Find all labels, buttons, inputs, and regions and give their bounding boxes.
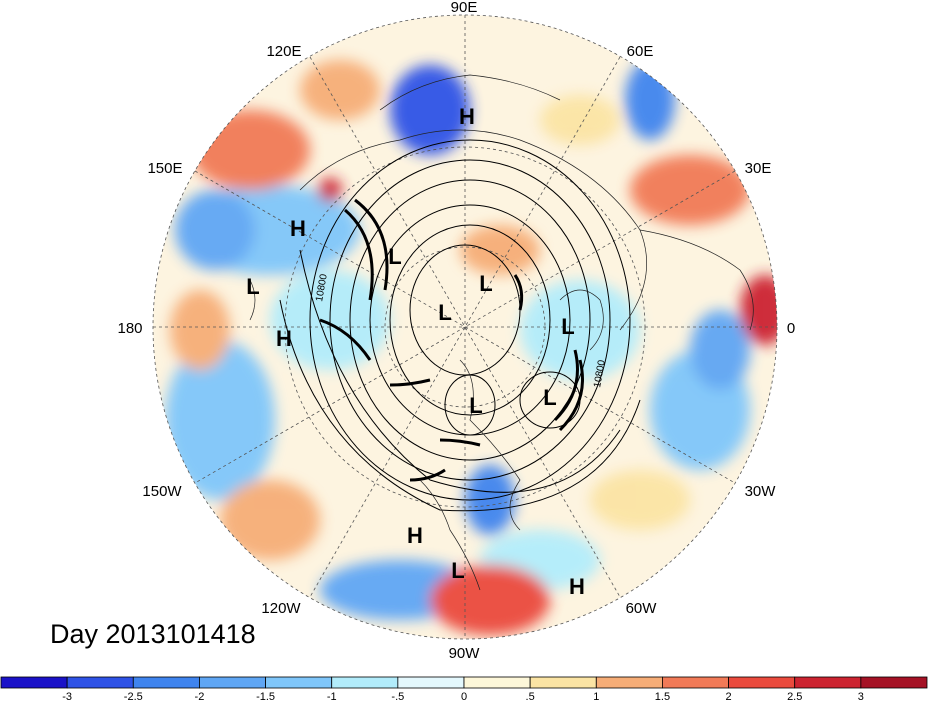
- colorbar-tick-label: -3: [62, 691, 72, 702]
- height-contours: [279, 139, 641, 512]
- jet-streaks: [319, 198, 584, 482]
- pressure-center-10: L: [543, 385, 556, 410]
- contour-label-right: 10800: [592, 359, 608, 389]
- lon-label-120w: 120W: [261, 600, 301, 617]
- pressure-center-5: L: [388, 244, 401, 269]
- lon-label-150e: 150E: [147, 160, 182, 177]
- colorbar-tick-label: -2.5: [124, 691, 143, 702]
- colorbar-tick-label: 2.5: [787, 691, 802, 702]
- pressure-center-4: H: [276, 326, 292, 351]
- lon-label-60w: 60W: [626, 600, 658, 617]
- lon-label-180: 180: [117, 320, 142, 337]
- plot-title: Day 2013101418: [50, 619, 256, 649]
- contour-label-left: 10800: [314, 273, 330, 303]
- colorbar-tick-label: 2: [726, 691, 732, 702]
- pressure-center-12: L: [451, 558, 464, 583]
- colorbar-tick-label: 1: [593, 691, 599, 702]
- pressure-center-9: L: [469, 393, 482, 418]
- colorbar-tick-label: -1.5: [256, 691, 275, 702]
- colorbar-box: [199, 676, 266, 689]
- lon-label-60e: 60E: [627, 43, 654, 60]
- colorbar-tick-label: 1.5: [655, 691, 670, 702]
- colorbar-tick-label: .5: [526, 691, 535, 702]
- pressure-centers: H H L H L L L L L L H L H: [246, 104, 585, 599]
- colorbar-box: [66, 676, 134, 689]
- colorbar-box: [397, 676, 465, 689]
- colorbar-box: [331, 676, 399, 689]
- colorbar-box: [662, 676, 729, 689]
- colorbar-tick-label: -1: [327, 691, 337, 702]
- pressure-center-8: L: [561, 314, 574, 339]
- lon-label-150w: 150W: [142, 483, 182, 500]
- pressure-center-3: L: [246, 274, 259, 299]
- colorbar-box: [529, 676, 597, 689]
- polar-map: H H L H L L L L L L H L H 10800 10800 90…: [117, 0, 795, 662]
- colorbar-tick-label: 0: [461, 691, 467, 702]
- lon-label-30w: 30W: [745, 483, 777, 500]
- pressure-center-7: L: [479, 271, 492, 296]
- colorbar-box: [463, 676, 531, 689]
- colorbar-box: [595, 676, 663, 689]
- lon-label-0: 0: [787, 320, 795, 337]
- lon-label-30e: 30E: [745, 160, 772, 177]
- lon-label-90w: 90W: [449, 645, 481, 662]
- colorbar-box: [132, 676, 200, 689]
- coastlines: [249, 74, 754, 591]
- graticule: [152, 14, 778, 640]
- colorbar-box: [0, 676, 68, 689]
- pressure-center-11: H: [407, 523, 423, 548]
- colorbar-tick-label: 3: [858, 691, 864, 702]
- colorbar-tick-label: -2: [195, 691, 205, 702]
- colorbar-tick-label: -.5: [391, 691, 404, 702]
- pressure-center-2: H: [290, 216, 306, 241]
- colorbar-box: [794, 676, 862, 689]
- pressure-center-1: H: [459, 104, 475, 129]
- lon-label-90e: 90E: [451, 0, 478, 16]
- colorbar-box: [265, 676, 333, 689]
- longitude-labels: 90E 60E 30E 0 30W 60W 90W 120W 150W 180 …: [117, 0, 795, 662]
- colorbar-tick-labels: -3 -2.5 -2 -1.5 -1 -.5 0 .5 1 1.5 2 2.5 3: [62, 691, 864, 702]
- anomaly-field: [153, 15, 777, 639]
- lon-label-120e: 120E: [266, 43, 301, 60]
- colorbar-boxes: [0, 676, 928, 689]
- pressure-center-6: L: [438, 300, 451, 325]
- colorbar-box: [860, 676, 928, 689]
- colorbar: -3 -2.5 -2 -1.5 -1 -.5 0 .5 1 1.5 2 2.5 3: [0, 676, 928, 702]
- pressure-center-13: H: [569, 574, 585, 599]
- colorbar-box: [728, 676, 796, 689]
